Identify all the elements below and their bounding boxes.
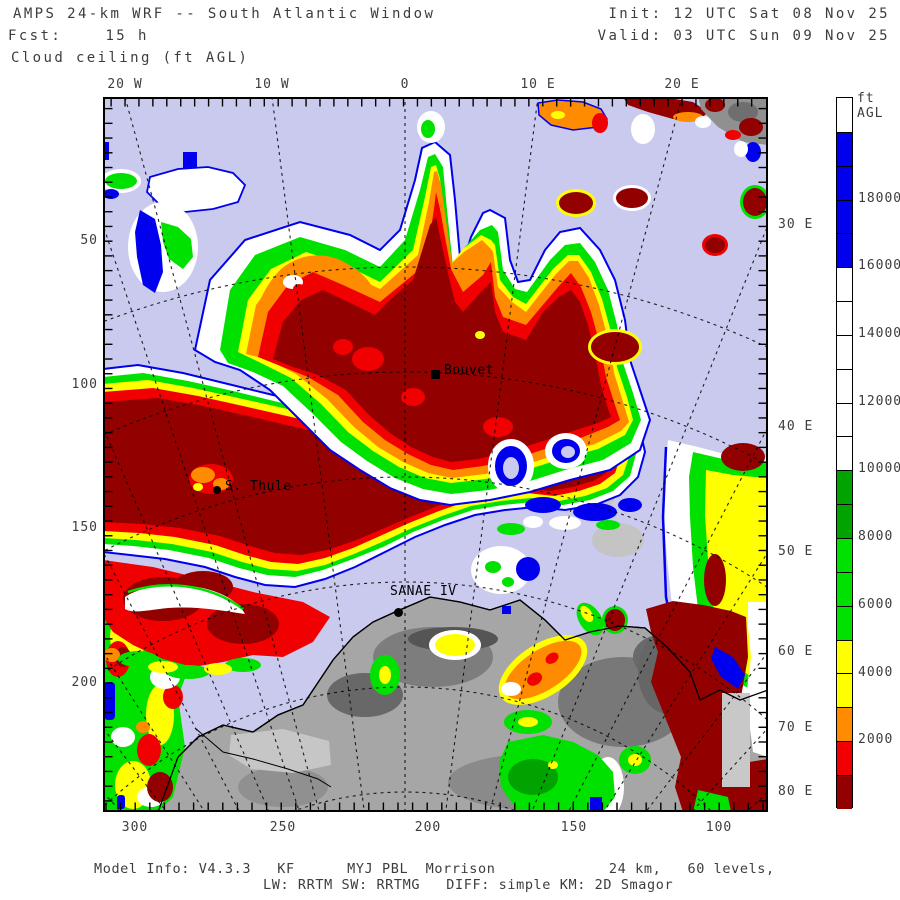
cloud-layer <box>103 97 768 812</box>
colorbar <box>836 97 853 809</box>
right-axis-label: 60 E <box>778 644 814 659</box>
bottom-axis-label: 150 <box>560 820 588 835</box>
top-axis-label: 0 <box>400 77 410 92</box>
right-axis-label: 70 E <box>778 720 814 735</box>
colorbar-tick-label: 2000 <box>858 732 894 748</box>
colorbar-cell <box>837 199 852 234</box>
colorbar-cell <box>837 301 852 335</box>
left-axis-label: 50 <box>80 233 98 248</box>
colorbar-cell <box>837 436 852 471</box>
station-label: S. Thule <box>225 479 292 494</box>
colorbar-cell <box>837 131 852 166</box>
orange-coastal-blob <box>498 635 588 705</box>
right-axis-label: 30 E <box>778 217 814 232</box>
colorbar-tick-label: 10000 <box>858 461 900 477</box>
colorbar-cell <box>837 368 852 403</box>
central-claw-storm <box>193 140 652 507</box>
colorbar-cell <box>837 402 852 437</box>
colorbar-cell <box>837 98 852 132</box>
left-axis-label: 100 <box>71 377 98 392</box>
colorbar-tick-label: 6000 <box>858 596 894 612</box>
colorbar-cell <box>837 165 852 200</box>
station-marker <box>213 486 221 494</box>
top-axis-label: 10 E <box>520 77 556 92</box>
right-axis-label: 80 E <box>778 784 814 799</box>
station-marker <box>431 370 440 379</box>
station-label: SANAE IV <box>390 584 457 599</box>
model-info-line2: LW: RRTM SW: RRTMG DIFF: simple KM: 2D S… <box>263 877 674 893</box>
colorbar-cell <box>837 707 852 742</box>
dark-red-core <box>273 217 611 462</box>
topright-corner <box>695 97 768 256</box>
sea-ice-patch <box>592 523 644 557</box>
sthule-cloud-bits <box>189 464 233 494</box>
right-axis-label: 40 E <box>778 419 814 434</box>
left-axis-label: 200 <box>71 675 98 690</box>
colorbar-cell <box>837 267 852 302</box>
bottom-axis-label: 100 <box>705 820 733 835</box>
colorbar-cell <box>837 571 852 606</box>
south-band-fringe <box>497 497 642 535</box>
colorbar-cell <box>837 537 852 572</box>
graticule <box>103 97 768 812</box>
colorbar-tick-label: 16000 <box>858 258 900 274</box>
colorbar-tick-label: 4000 <box>858 664 894 680</box>
page-title: AMPS 24-km WRF -- South Atlantic Window <box>13 6 436 22</box>
colorbar-cell <box>837 233 852 268</box>
colorbar-tick-label: 12000 <box>858 393 900 409</box>
bottom-center-clouds <box>370 546 628 812</box>
map-frame <box>103 97 768 812</box>
colorbar-cell <box>837 639 852 674</box>
colorbar-cell <box>837 504 852 538</box>
topleft-patches <box>103 142 247 293</box>
clear-holes <box>488 433 587 493</box>
colorbar-cell <box>837 605 852 640</box>
forecast-hour: Fcst: 15 h <box>8 28 149 44</box>
colorbar-cell <box>837 774 852 809</box>
lower-left-cloud-mass <box>103 560 330 679</box>
colorbar-tick-label: 18000 <box>858 190 900 206</box>
station-marker <box>394 608 403 617</box>
model-info-line1: Model Info: V4.3.3 KF MYJ PBL Morrison 2… <box>94 861 775 877</box>
bottom-axis-label: 300 <box>121 820 149 835</box>
bottom-axis-label: 200 <box>414 820 442 835</box>
top-edge-patches <box>417 97 708 217</box>
axis-ticks <box>104 98 767 811</box>
colorbar-title: ft AGL <box>857 91 884 121</box>
ice-front-line <box>194 727 332 788</box>
cloud-ceiling-map <box>103 97 768 812</box>
coastline <box>157 596 768 812</box>
left-axis-label: 150 <box>71 520 98 535</box>
colorbar-cell <box>837 334 852 369</box>
colorbar-cell <box>837 673 852 708</box>
valid-time: Valid: 03 UTC Sun 09 Nov 25 <box>597 28 890 44</box>
colorbar-cell <box>837 470 852 505</box>
top-axis-label: 20 E <box>664 77 700 92</box>
top-axis-label: 20 W <box>107 77 143 92</box>
init-time: Init: 12 UTC Sat 08 Nov 25 <box>608 6 890 22</box>
colorbar-cell <box>837 741 852 775</box>
colorbar-tick-label: 8000 <box>858 529 894 545</box>
top-axis-label: 10 W <box>254 77 290 92</box>
station-label: Bouvet <box>444 363 494 378</box>
bottom-axis-label: 250 <box>269 820 297 835</box>
colorbar-tick-label: 14000 <box>858 326 900 341</box>
map-panel: Bouvet S. Thule SANAE IV <box>103 97 768 812</box>
product-name: Cloud ceiling (ft AGL) <box>11 50 250 66</box>
right-axis-label: 50 E <box>778 544 814 559</box>
